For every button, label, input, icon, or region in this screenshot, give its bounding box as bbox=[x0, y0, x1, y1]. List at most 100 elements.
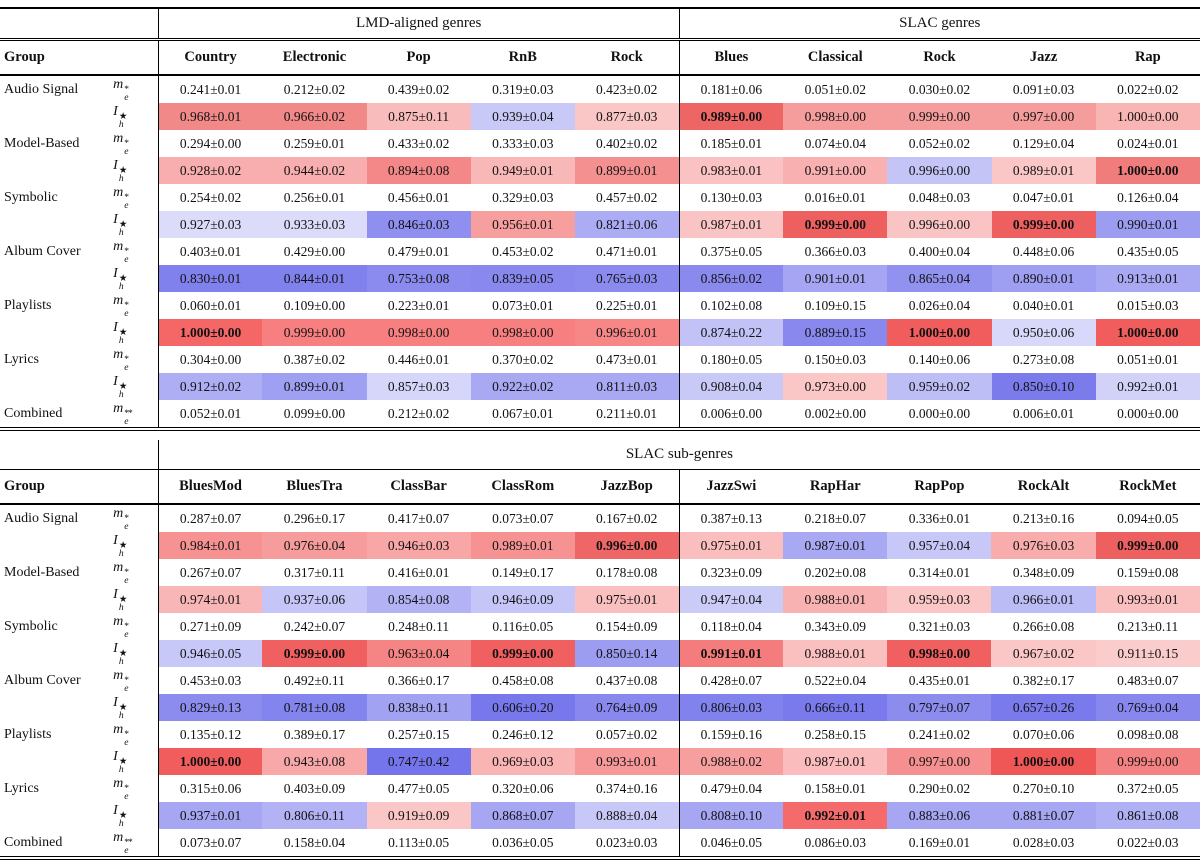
value-cell: 0.028±0.03 bbox=[1012, 834, 1075, 850]
metric-label: m * e bbox=[113, 77, 129, 103]
table-row: Model-Based m * e 0.267±0.07 0.317±0.11 0.416±… bbox=[0, 559, 1200, 586]
metric-label: I ★ h bbox=[113, 695, 127, 721]
group-label bbox=[0, 211, 112, 238]
value-cell: 0.154±0.09 bbox=[595, 618, 658, 634]
value-cell: 0.998±0.00 bbox=[470, 319, 575, 346]
value-cell: 0.969±0.03 bbox=[470, 748, 575, 775]
column-header: Electronic bbox=[262, 39, 367, 76]
value-cell: 0.797±0.07 bbox=[887, 694, 992, 721]
value-cell: 0.435±0.05 bbox=[1117, 243, 1179, 259]
value-cell: 0.213±0.16 bbox=[1012, 510, 1075, 526]
metric-label: I ★ h bbox=[113, 320, 127, 346]
value-cell: 0.967±0.02 bbox=[991, 640, 1096, 667]
results-table-genres: LMD-aligned genres SLAC genres Group Cou… bbox=[0, 7, 1200, 431]
table-row: I ★ h 0.937±0.01 0.806±0.11 0.919±0.09 0.868±0… bbox=[0, 802, 1200, 829]
value-cell: 0.403±0.09 bbox=[283, 780, 346, 796]
value-cell: 0.287±0.07 bbox=[157, 504, 263, 532]
value-cell: 0.370±0.02 bbox=[492, 351, 554, 367]
value-cell: 0.922±0.02 bbox=[470, 373, 575, 400]
metric-label: m ** e bbox=[113, 830, 133, 856]
value-cell: 0.321±0.03 bbox=[908, 618, 971, 634]
value-cell: 0.254±0.02 bbox=[157, 184, 263, 211]
value-cell: 0.998±0.00 bbox=[887, 640, 992, 667]
table-row: Symbolic m * e 0.271±0.09 0.242±0.07 0.248±0.1… bbox=[0, 613, 1200, 640]
value-cell: 0.999±0.00 bbox=[887, 103, 992, 130]
value-cell: 0.057±0.02 bbox=[595, 726, 658, 742]
value-cell: 0.479±0.01 bbox=[387, 243, 450, 259]
value-cell: 0.657±0.26 bbox=[991, 694, 1096, 721]
value-cell: 0.185±0.01 bbox=[678, 130, 784, 157]
value-cell: 0.000±0.00 bbox=[908, 405, 971, 421]
value-cell: 0.073±0.07 bbox=[492, 510, 554, 526]
table-row: I ★ h 0.912±0.02 0.899±0.01 0.857±0.03 0.922±0… bbox=[0, 373, 1200, 400]
value-cell: 0.266±0.08 bbox=[1012, 618, 1075, 634]
value-cell: 0.806±0.03 bbox=[678, 694, 784, 721]
value-cell: 0.416±0.01 bbox=[387, 564, 450, 580]
value-cell: 0.998±0.00 bbox=[783, 103, 888, 130]
value-cell: 0.999±0.00 bbox=[262, 319, 367, 346]
value-cell: 0.988±0.01 bbox=[783, 640, 888, 667]
value-cell: 0.492±0.11 bbox=[284, 672, 345, 688]
value-cell: 0.857±0.03 bbox=[366, 373, 471, 400]
value-cell: 0.051±0.02 bbox=[804, 81, 866, 97]
value-cell: 0.946±0.03 bbox=[366, 532, 471, 559]
table-row: Model-Based m * e 0.294±0.00 0.259±0.01 0.433±… bbox=[0, 130, 1200, 157]
value-cell: 0.129±0.04 bbox=[1012, 135, 1075, 151]
value-cell: 0.267±0.07 bbox=[157, 559, 263, 586]
group-label: Lyrics bbox=[4, 780, 39, 796]
table-row: I ★ h 0.829±0.13 0.781±0.08 0.838±0.11 0.606±0… bbox=[0, 694, 1200, 721]
value-cell: 0.366±0.03 bbox=[804, 243, 866, 259]
table-row: Lyrics m * e 0.315±0.06 0.403±0.09 0.477±0.05 0… bbox=[0, 775, 1200, 802]
value-cell: 0.875±0.11 bbox=[366, 103, 471, 130]
value-cell: 0.212±0.02 bbox=[387, 405, 450, 421]
value-cell: 0.006±0.00 bbox=[678, 400, 784, 429]
metric-label: m * e bbox=[113, 776, 129, 802]
value-cell: 0.248±0.11 bbox=[388, 618, 450, 634]
value-cell: 0.118±0.04 bbox=[678, 613, 784, 640]
table-row: I ★ h 0.946±0.05 0.999±0.00 0.963±0.04 0.999±0… bbox=[0, 640, 1200, 667]
group-label bbox=[0, 373, 112, 400]
value-cell: 0.522±0.04 bbox=[804, 672, 866, 688]
value-cell: 0.366±0.17 bbox=[387, 672, 450, 688]
table-row: Lyrics m * e 0.304±0.00 0.387±0.02 0.446±0.01 0… bbox=[0, 346, 1200, 373]
value-cell: 0.040±0.01 bbox=[1012, 297, 1075, 313]
value-cell: 0.846±0.03 bbox=[366, 211, 471, 238]
value-cell: 1.000±0.00 bbox=[157, 319, 263, 346]
value-cell: 0.246±0.12 bbox=[492, 726, 554, 742]
value-cell: 0.022±0.02 bbox=[1117, 81, 1179, 97]
value-cell: 0.890±0.01 bbox=[991, 265, 1096, 292]
value-cell: 0.150±0.03 bbox=[804, 351, 866, 367]
value-cell: 0.811±0.03 bbox=[574, 373, 680, 400]
value-cell: 0.894±0.08 bbox=[366, 157, 471, 184]
table-row: I ★ h 0.968±0.01 0.966±0.02 0.875±0.11 0.939±0… bbox=[0, 103, 1200, 130]
value-cell: 0.046±0.05 bbox=[678, 829, 784, 858]
span-header-slac: SLAC genres bbox=[678, 8, 1200, 41]
metric-label: I ★ h bbox=[113, 266, 127, 292]
value-cell: 0.241±0.01 bbox=[157, 75, 263, 103]
value-cell: 0.957±0.04 bbox=[887, 532, 992, 559]
table-row: Audio Signal m * e 0.287±0.07 0.296±0.17 0.417… bbox=[0, 504, 1200, 532]
value-cell: 0.400±0.04 bbox=[908, 243, 971, 259]
value-cell: 0.966±0.01 bbox=[991, 586, 1096, 613]
metric-label: m * e bbox=[113, 131, 129, 157]
value-cell: 0.764±0.09 bbox=[574, 694, 680, 721]
group-label bbox=[0, 586, 112, 613]
value-cell: 0.946±0.09 bbox=[470, 586, 575, 613]
metric-label: m * e bbox=[113, 560, 129, 586]
value-cell: 0.060±0.01 bbox=[157, 292, 263, 319]
value-cell: 0.874±0.22 bbox=[678, 319, 784, 346]
column-header: RnB bbox=[470, 39, 575, 76]
metric-label: m * e bbox=[113, 185, 129, 211]
value-cell: 1.000±0.00 bbox=[157, 748, 263, 775]
value-cell: 0.073±0.01 bbox=[492, 297, 554, 313]
value-cell: 0.806±0.11 bbox=[262, 802, 367, 829]
value-cell: 0.273±0.08 bbox=[1012, 351, 1075, 367]
value-cell: 0.838±0.11 bbox=[366, 694, 471, 721]
value-cell: 0.477±0.05 bbox=[387, 780, 450, 796]
value-cell: 0.343±0.09 bbox=[804, 618, 866, 634]
value-cell: 0.317±0.11 bbox=[284, 564, 345, 580]
metric-label: m * e bbox=[113, 614, 129, 640]
group-label: Combined bbox=[4, 834, 63, 850]
value-cell: 0.753±0.08 bbox=[366, 265, 471, 292]
value-cell: 0.949±0.01 bbox=[470, 157, 575, 184]
